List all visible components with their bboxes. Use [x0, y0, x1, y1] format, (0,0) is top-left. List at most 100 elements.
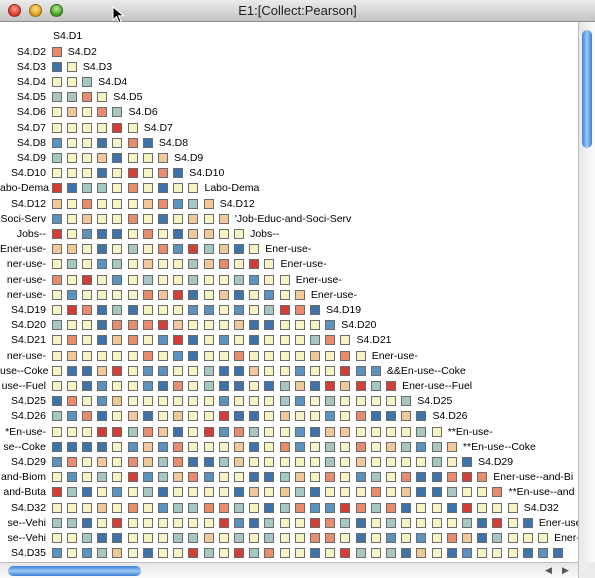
matrix-cell[interactable]: [309, 532, 320, 543]
matrix-cell[interactable]: [355, 502, 366, 513]
matrix-cell[interactable]: [264, 456, 275, 467]
matrix-cell[interactable]: [340, 472, 351, 483]
matrix-cell[interactable]: [446, 532, 457, 543]
matrix-cell[interactable]: [233, 380, 244, 391]
matrix-cell[interactable]: [294, 365, 305, 376]
matrix-cell[interactable]: [173, 304, 184, 315]
matrix-cell[interactable]: [431, 517, 442, 528]
matrix-cell[interactable]: [294, 487, 305, 498]
scroll-left-icon[interactable]: ◀: [545, 565, 552, 575]
matrix-cell[interactable]: [309, 517, 320, 528]
matrix-cell[interactable]: [203, 502, 214, 513]
matrix-cell[interactable]: [173, 548, 184, 559]
zoom-icon[interactable]: [50, 4, 63, 17]
matrix-cell[interactable]: [325, 441, 336, 452]
matrix-cell[interactable]: [157, 213, 168, 224]
matrix-cell[interactable]: [142, 168, 153, 179]
matrix-cell[interactable]: [66, 380, 77, 391]
matrix-cell[interactable]: [446, 517, 457, 528]
matrix-cell[interactable]: [279, 487, 290, 498]
matrix-cell[interactable]: [249, 320, 260, 331]
matrix-cell[interactable]: [340, 441, 351, 452]
matrix-cell[interactable]: [492, 517, 503, 528]
matrix-cell[interactable]: [355, 396, 366, 407]
matrix-cell[interactable]: [416, 517, 427, 528]
matrix-cell[interactable]: [203, 532, 214, 543]
matrix-cell[interactable]: [264, 411, 275, 422]
matrix-cell[interactable]: [66, 168, 77, 179]
matrix-cell[interactable]: [51, 137, 62, 148]
matrix-cell[interactable]: [157, 335, 168, 346]
matrix-cell[interactable]: [81, 472, 92, 483]
matrix-cell[interactable]: [127, 411, 138, 422]
matrix-cell[interactable]: [309, 487, 320, 498]
matrix-cell[interactable]: [66, 198, 77, 209]
matrix-cell[interactable]: [127, 472, 138, 483]
matrix-cell[interactable]: [309, 350, 320, 361]
scroll-right-icon[interactable]: ▶: [562, 565, 569, 575]
matrix-cell[interactable]: [51, 548, 62, 559]
matrix-cell[interactable]: [537, 532, 548, 543]
matrix-cell[interactable]: [492, 487, 503, 498]
matrix-cell[interactable]: [51, 61, 62, 72]
matrix-cell[interactable]: [112, 396, 123, 407]
matrix-cell[interactable]: [477, 487, 488, 498]
matrix-cell[interactable]: [112, 365, 123, 376]
matrix-cell[interactable]: [340, 548, 351, 559]
matrix-cell[interactable]: [370, 365, 381, 376]
matrix-cell[interactable]: [309, 320, 320, 331]
matrix-cell[interactable]: [340, 456, 351, 467]
matrix-cell[interactable]: [51, 289, 62, 300]
matrix-cell[interactable]: [218, 456, 229, 467]
matrix-cell[interactable]: [51, 76, 62, 87]
matrix-cell[interactable]: [446, 502, 457, 513]
matrix-cell[interactable]: [218, 244, 229, 255]
matrix-cell[interactable]: [279, 426, 290, 437]
matrix-cell[interactable]: [188, 183, 199, 194]
matrix-cell[interactable]: [203, 350, 214, 361]
matrix-cell[interactable]: [188, 213, 199, 224]
matrix-cell[interactable]: [142, 365, 153, 376]
matrix-cell[interactable]: [112, 335, 123, 346]
matrix-cell[interactable]: [385, 396, 396, 407]
matrix-cell[interactable]: [66, 396, 77, 407]
matrix-cell[interactable]: [264, 259, 275, 270]
matrix-cell[interactable]: [97, 411, 108, 422]
matrix-cell[interactable]: [51, 92, 62, 103]
matrix-cell[interactable]: [157, 380, 168, 391]
matrix-cell[interactable]: [249, 426, 260, 437]
matrix-cell[interactable]: [66, 152, 77, 163]
matrix-cell[interactable]: [97, 426, 108, 437]
matrix-cell[interactable]: [81, 380, 92, 391]
matrix-cell[interactable]: [309, 472, 320, 483]
matrix-cell[interactable]: [66, 320, 77, 331]
matrix-cell[interactable]: [279, 350, 290, 361]
matrix-cell[interactable]: [294, 350, 305, 361]
matrix-cell[interactable]: [446, 548, 457, 559]
matrix-cell[interactable]: [173, 426, 184, 437]
matrix-cell[interactable]: [81, 411, 92, 422]
horizontal-scrollbar[interactable]: ◀ ▶: [0, 562, 578, 578]
matrix-cell[interactable]: [66, 137, 77, 148]
matrix-cell[interactable]: [112, 259, 123, 270]
close-icon[interactable]: [8, 4, 21, 17]
matrix-cell[interactable]: [188, 304, 199, 315]
matrix-cell[interactable]: [157, 259, 168, 270]
matrix-cell[interactable]: [157, 198, 168, 209]
matrix-cell[interactable]: [355, 380, 366, 391]
matrix-cell[interactable]: [97, 107, 108, 118]
matrix-cell[interactable]: [279, 456, 290, 467]
matrix-cell[interactable]: [340, 517, 351, 528]
matrix-cell[interactable]: [97, 259, 108, 270]
matrix-cell[interactable]: [127, 259, 138, 270]
matrix-cell[interactable]: [279, 289, 290, 300]
matrix-cell[interactable]: [385, 411, 396, 422]
matrix-cell[interactable]: [431, 532, 442, 543]
matrix-cell[interactable]: [355, 365, 366, 376]
matrix-cell[interactable]: [249, 396, 260, 407]
matrix-cell[interactable]: [309, 548, 320, 559]
matrix-cell[interactable]: [142, 289, 153, 300]
matrix-cell[interactable]: [203, 365, 214, 376]
matrix-cell[interactable]: [127, 198, 138, 209]
matrix-cell[interactable]: [279, 517, 290, 528]
